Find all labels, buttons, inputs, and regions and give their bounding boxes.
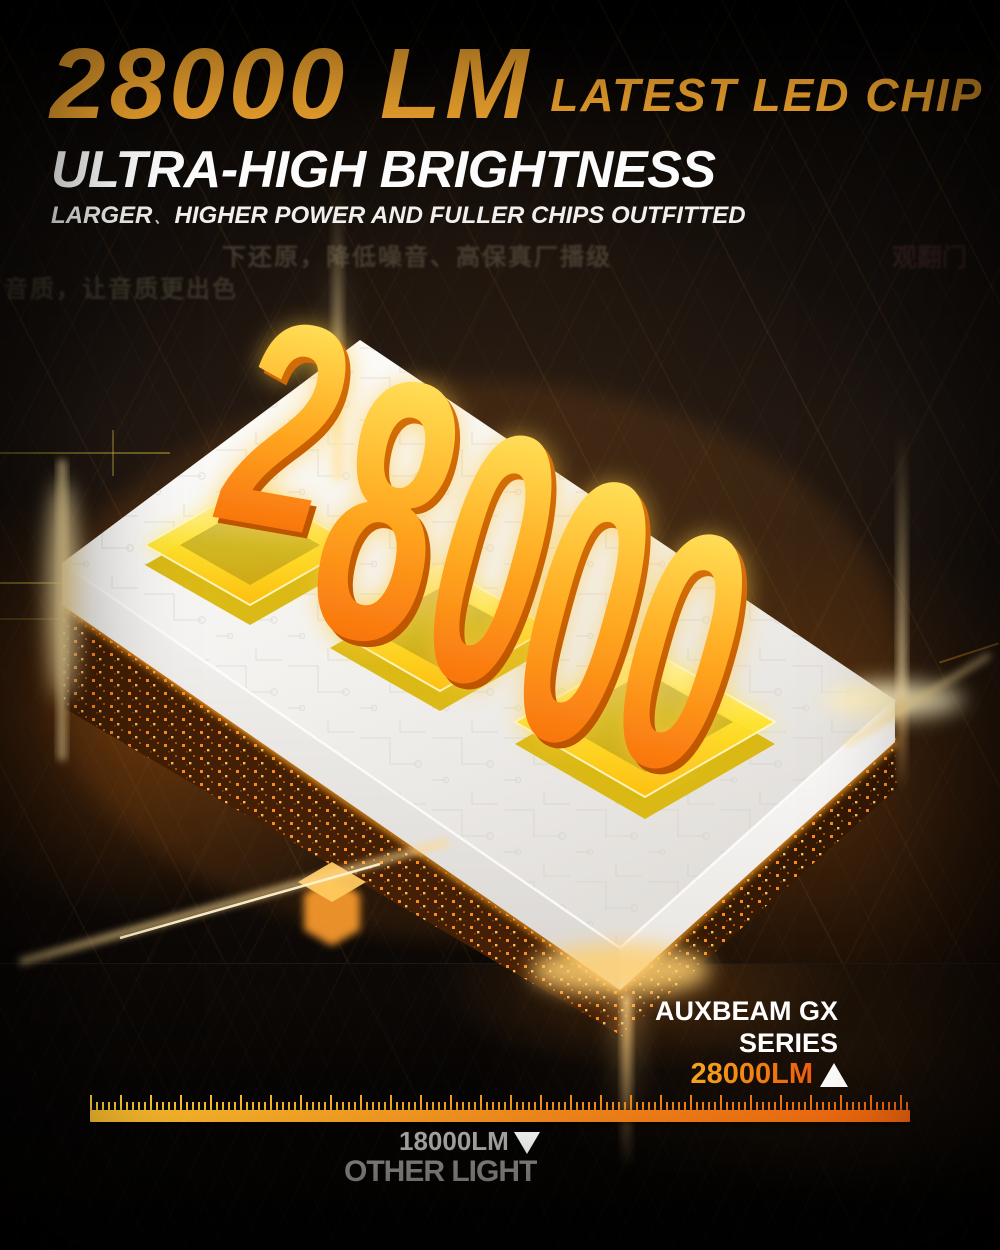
product-lumens-row: 28000LM: [690, 1058, 848, 1091]
led-chip: [142, 483, 358, 625]
lumens-3d-number: 0 0 0 0 0 0 8 8 2 2: [202, 254, 771, 854]
product-series-line2: SERIES: [738, 1027, 838, 1058]
board-side-right: [620, 700, 895, 990]
product-lumens-value: 28000LM: [690, 1058, 813, 1090]
ruler-bar: [90, 1110, 910, 1122]
led-chip: [327, 563, 553, 711]
subtitle-text: LARGER: [51, 202, 153, 229]
lumens-ruler-scale: [90, 1095, 910, 1122]
ruler-minor-ticks: [90, 1102, 910, 1110]
up-triangle-icon: [820, 1062, 848, 1087]
page-subtitle: LARGER、 HIGHER POWER AND FULLER CHIPS OUT…: [51, 202, 746, 230]
subtitle-separator: 、: [154, 211, 168, 226]
page-title: ULTRA-HIGH BRIGHTNESS: [51, 141, 716, 199]
competitor-label: OTHER LIGHT: [344, 1155, 537, 1188]
competitor-lumens-value: 18000LM: [399, 1126, 509, 1156]
light-beam: [58, 460, 66, 760]
product-series-line1: AUXBEAM GX: [654, 996, 838, 1026]
light-beam: [898, 430, 906, 700]
board-side-left: [62, 563, 620, 990]
headline-led-chip-tag: LATEST LED CHIP: [550, 69, 984, 121]
down-triangle-icon: [513, 1132, 540, 1154]
subtitle-text: HIGHER POWER AND FULLER CHIPS OUTFITTED: [174, 202, 746, 229]
headline: 28000 LM LATEST LED CHIP: [50, 28, 984, 140]
glow-cube-decoration: [19, 839, 449, 965]
corner-glow: [530, 944, 710, 996]
competitor-lumens-row: 18000LM: [399, 1126, 540, 1157]
headline-lumens-value: 28000 LM: [50, 28, 533, 140]
product-series-name: AUXBEAM GX SERIES: [655, 996, 838, 1059]
substrate-left-face: [62, 607, 622, 1036]
led-chip: [512, 645, 778, 819]
